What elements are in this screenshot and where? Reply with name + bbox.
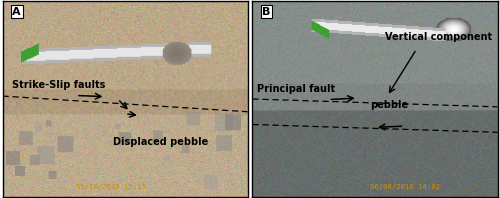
Text: Displaced pebble: Displaced pebble (113, 137, 208, 147)
Text: Vertical component: Vertical component (385, 32, 492, 42)
Text: A: A (12, 7, 21, 17)
Text: 11/10/2016 15:19: 11/10/2016 15:19 (76, 184, 146, 190)
Text: Strike-Slip faults: Strike-Slip faults (12, 80, 106, 90)
Text: 06/08/2016 14:02: 06/08/2016 14:02 (370, 184, 440, 190)
Text: pebble: pebble (370, 100, 408, 110)
Text: B: B (262, 7, 270, 17)
Text: Principal fault: Principal fault (258, 84, 336, 94)
